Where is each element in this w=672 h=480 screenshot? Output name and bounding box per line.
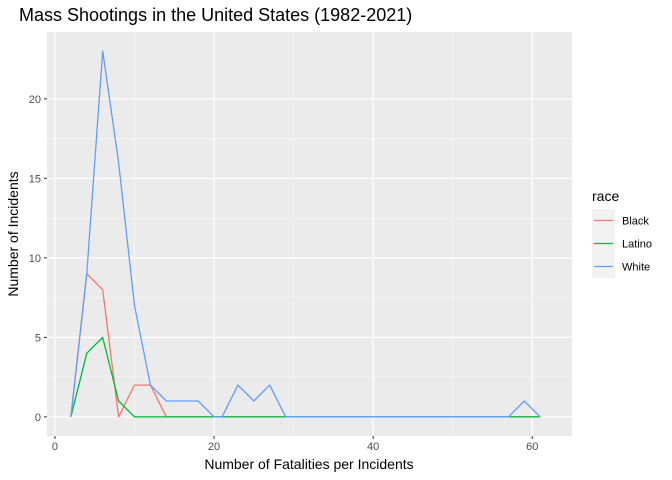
series-line-black <box>70 273 541 418</box>
y-tick-label: 0 <box>35 412 41 424</box>
y-tick-label: 15 <box>29 173 41 185</box>
series-line-white <box>70 50 541 418</box>
legend: race Black Latino White <box>592 188 652 278</box>
legend-label-white: White <box>622 262 650 274</box>
x-tick-label: 0 <box>52 441 58 453</box>
y-tick-label: 5 <box>35 332 41 344</box>
series-line-latino <box>70 336 541 418</box>
x-tick-label: 40 <box>367 441 379 453</box>
chart-title: Mass Shootings in the United States (198… <box>19 5 412 25</box>
y-axis-title: Number of Incidents <box>5 171 21 296</box>
series-lines <box>70 50 541 418</box>
legend-label-black: Black <box>622 216 649 228</box>
x-tick-label: 20 <box>208 441 220 453</box>
y-axis-ticks: 0 5 10 15 20 <box>29 94 47 424</box>
y-tick-label: 20 <box>29 94 41 106</box>
x-tick-label: 60 <box>526 441 538 453</box>
x-axis-title: Number of Fatalities per Incidents <box>204 456 413 472</box>
y-tick-label: 10 <box>29 253 41 265</box>
plot-panel <box>47 32 572 436</box>
legend-label-latino: Latino <box>622 239 652 251</box>
legend-title: race <box>592 188 619 204</box>
x-axis-ticks: 0 20 40 60 <box>52 436 538 453</box>
